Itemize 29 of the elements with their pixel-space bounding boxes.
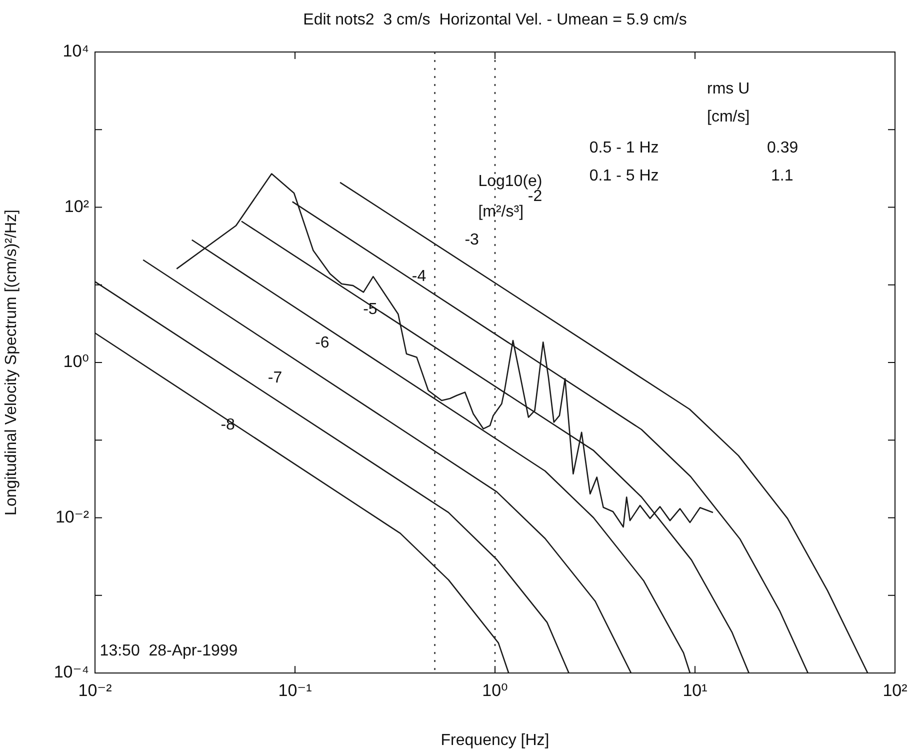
annotation: Log10(e) [478, 173, 542, 190]
x-tick-label: 10¹ [682, 680, 708, 700]
y-tick-label: 10⁰ [63, 352, 90, 372]
annotation: 0.1 - 5 Hz [589, 168, 659, 185]
annotation: rms U [707, 80, 750, 98]
annotation: -6 [315, 334, 330, 352]
annotation: -8 [220, 416, 236, 434]
annotation: 0.39 [767, 140, 798, 157]
annotation: 13:50 28-Apr-1999 [100, 642, 238, 660]
annotation: [cm/s] [707, 108, 750, 126]
annotation: -4 [412, 268, 426, 286]
y-tick-label: 10² [64, 196, 90, 216]
x-tick-label: 10⁰ [482, 680, 508, 700]
x-axis-title: Frequency [Hz] [440, 732, 550, 749]
annotation: [m²/s³] [478, 204, 524, 221]
y-tick-label: 10⁻² [55, 507, 90, 526]
x-tick-label: 10² [882, 680, 908, 700]
annotation: 1.1 [771, 168, 794, 185]
annotation: 0.5 - 1 Hz [589, 140, 659, 157]
annotation: -2 [528, 188, 542, 206]
annotation: -5 [363, 301, 378, 318]
annotation: -3 [464, 232, 480, 249]
y-tick-label: 10⁴ [62, 42, 89, 61]
annotation: -7 [268, 369, 282, 386]
x-tick-label: 10⁻¹ [278, 680, 312, 700]
y-tick-label: 10⁻⁴ [54, 662, 89, 682]
y-axis-title: Longitudinal Velocity Spectrum [(cm/s)²/Hz] [3, 210, 20, 516]
chart-title: Edit nots2 3 cm/s Horizontal Vel. - Umean = 5.9 cm/s [303, 11, 687, 28]
x-tick-label: 10⁻² [78, 680, 112, 700]
